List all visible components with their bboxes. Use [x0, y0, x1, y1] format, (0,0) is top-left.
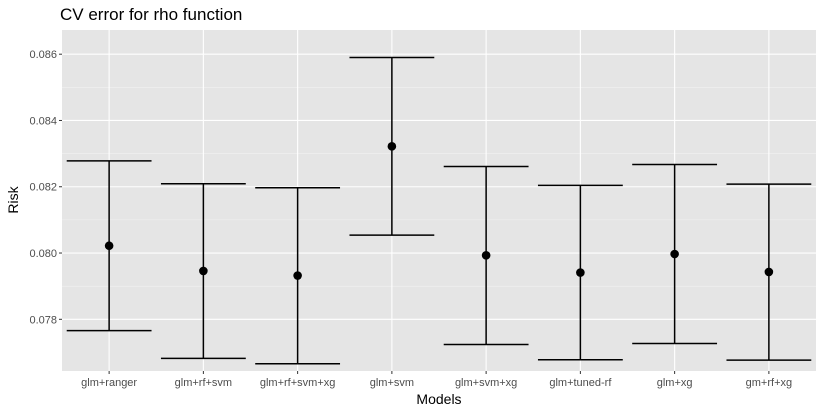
- y-tick-label: 0.086: [29, 49, 57, 61]
- y-tick-label: 0.084: [29, 115, 57, 127]
- x-tick-label: glm+tuned-rf: [549, 377, 612, 389]
- x-tick-label: glm+svm+xg: [455, 377, 517, 389]
- data-marks: [66, 56, 812, 365]
- risk-point: [293, 271, 302, 280]
- x-tick-label: glm+rf+svm: [175, 377, 232, 389]
- plot-panel: [62, 30, 816, 371]
- y-axis-title: Risk: [5, 185, 21, 213]
- y-tick-label: 0.080: [29, 248, 57, 260]
- risk-point: [670, 249, 679, 259]
- chart-title: CV error for rho function: [60, 5, 242, 24]
- x-tick-label: glm+svm: [370, 377, 414, 389]
- x-tick-label: glm+xg: [657, 377, 693, 389]
- x-axis-title: Models: [416, 391, 461, 407]
- y-tick-label: 0.082: [29, 182, 57, 194]
- risk-point: [104, 241, 114, 251]
- x-tick-label: gm+rf+xg: [746, 377, 792, 389]
- y-axis-ticks: 0.078 0.080 0.082 0.084 0.086: [29, 49, 62, 326]
- risk-point: [199, 266, 208, 276]
- risk-point: [576, 268, 585, 277]
- risk-point: [387, 142, 397, 151]
- x-axis-ticks: glm+ranger glm+rf+svm glm+rf+svm+xg glm+svm…: [81, 371, 792, 389]
- risk-point: [481, 251, 491, 260]
- risk-point: [764, 267, 774, 277]
- y-tick-label: 0.078: [29, 314, 57, 326]
- x-tick-label: glm+ranger: [81, 377, 137, 389]
- x-tick-label: glm+rf+svm+xg: [260, 377, 336, 389]
